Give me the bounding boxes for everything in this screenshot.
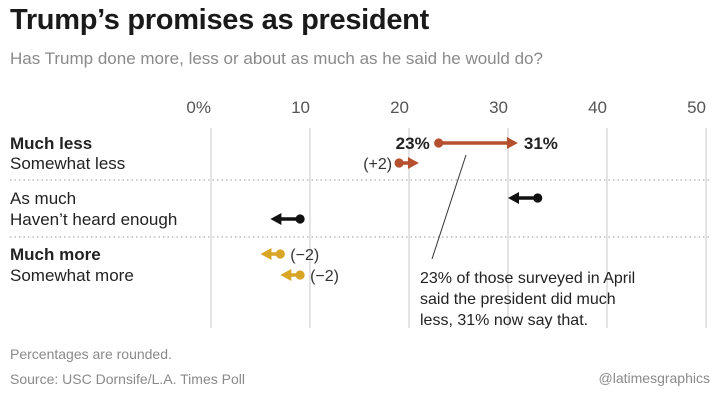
x-tick-label: 20: [390, 98, 409, 117]
chart-subtitle: Has Trump done more, less or about as mu…: [10, 49, 543, 68]
april-dot: [275, 249, 285, 259]
change-label: (+2): [363, 156, 392, 173]
series-arrow-head: [280, 269, 292, 281]
x-tick-label: 50: [687, 98, 706, 117]
april-dot: [295, 270, 305, 280]
series-arrow-head: [506, 137, 518, 149]
april-dot: [394, 158, 404, 168]
row-label: Much less: [10, 134, 92, 153]
series-arrow-head: [270, 213, 282, 225]
annotation-line: said the president did much: [420, 291, 616, 308]
series-arrow-head: [260, 248, 272, 260]
start-value-label: 23%: [396, 134, 430, 153]
chart-title: Trump’s promises as president: [10, 4, 429, 36]
x-tick-label: 10: [291, 98, 310, 117]
credit-label: @latimesgraphics: [598, 370, 710, 386]
change-label: (−2): [310, 268, 339, 285]
row-label: Somewhat more: [10, 266, 134, 285]
annotation-line: 23% of those surveyed in April: [420, 270, 635, 287]
source-note: Source: USC Dornsife/L.A. Times Poll: [10, 371, 245, 387]
series-arrow-head: [407, 157, 419, 169]
x-tick-label: 0%: [186, 98, 211, 117]
april-dot: [295, 214, 305, 224]
row-label: As much: [10, 189, 76, 208]
row-label: Much more: [10, 245, 101, 264]
end-value-label: 31%: [524, 134, 558, 153]
april-dot: [533, 193, 543, 203]
annotation-line: less, 31% now say that.: [420, 312, 588, 329]
change-label: (−2): [290, 247, 319, 264]
rounding-note: Percentages are rounded.: [10, 346, 172, 362]
annotation-leader-line: [431, 154, 467, 260]
row-label: Haven’t heard enough: [10, 210, 177, 229]
series-arrow-head: [508, 192, 519, 204]
x-tick-label: 30: [489, 98, 508, 117]
row-label: Somewhat less: [10, 154, 125, 173]
april-dot: [434, 138, 444, 148]
x-tick-label: 40: [588, 98, 607, 117]
